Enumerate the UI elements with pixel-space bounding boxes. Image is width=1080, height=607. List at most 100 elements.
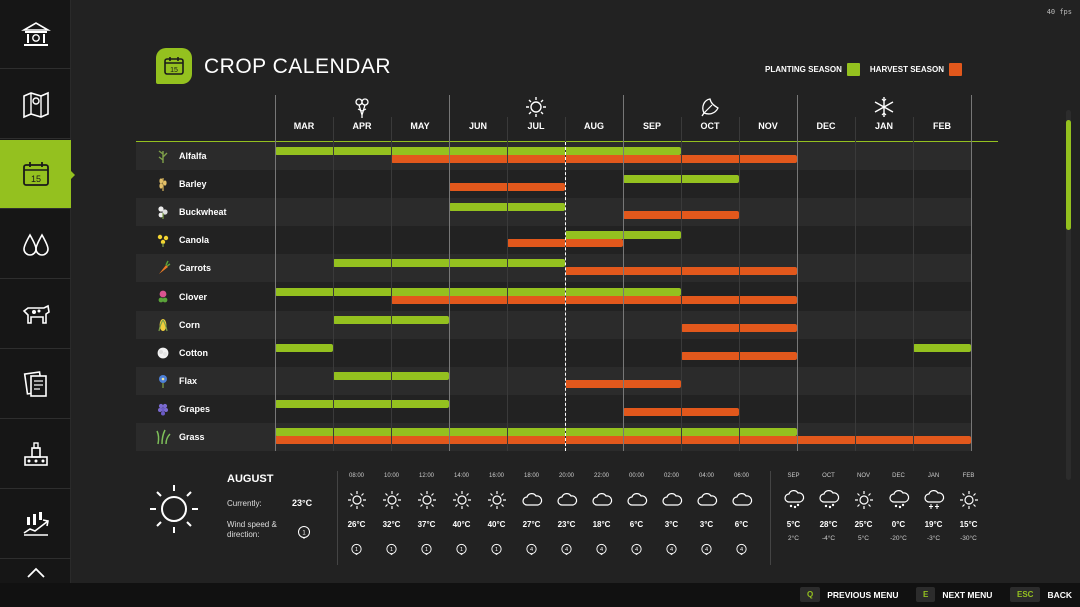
sidebar-item-contracts[interactable] (0, 350, 71, 419)
crop-row[interactable]: Carrots (136, 254, 972, 283)
svg-text:15: 15 (30, 174, 40, 184)
month-label: MAR (293, 121, 315, 131)
crop-row[interactable]: Clover (136, 283, 972, 311)
svg-text:4: 4 (565, 547, 568, 553)
crop-name: Buckwheat (179, 207, 227, 218)
sun-icon (854, 491, 873, 509)
crop-row[interactable]: Flax (136, 366, 972, 395)
month-label: JUL (527, 121, 545, 131)
sidebar-item-more[interactable] (0, 560, 71, 584)
sidebar-item-bank[interactable] (0, 0, 71, 69)
svg-text:1: 1 (425, 547, 428, 553)
sun-icon (452, 491, 471, 509)
crop-name: Carrots (179, 263, 212, 274)
svg-text:1: 1 (355, 547, 358, 553)
wind-direction-icon: 1 (298, 526, 310, 539)
month-label: AUG (584, 121, 604, 131)
month-divider (739, 117, 740, 451)
canola-icon (157, 235, 169, 248)
forecast-low: 5°C (858, 535, 869, 542)
forecast-temp: 3°C (699, 520, 714, 529)
scrollbar-thumb[interactable] (1066, 120, 1071, 230)
forecast-time: 22:00 (593, 473, 609, 479)
hourly-forecast-item: 20:00 23°C 4 (549, 473, 584, 561)
forecast-high: 28°C (819, 520, 838, 529)
forecast-high: 25°C (854, 520, 873, 529)
sidebar-item-cow[interactable] (0, 280, 71, 349)
footer-label: BACK (1047, 589, 1073, 600)
wind-direction-icon: 1 (491, 543, 502, 556)
forecast-temp: 18°C (592, 520, 611, 529)
crop-name: Alfalfa (179, 151, 207, 161)
hourly-forecast-item: 02:00 3°C 4 (654, 473, 689, 561)
scrollbar-track[interactable] (1066, 110, 1071, 480)
month-label: APR (352, 121, 372, 131)
water-drops-icon (22, 233, 49, 256)
crop-row[interactable]: Grapes (136, 395, 972, 423)
hail-icon (783, 490, 804, 509)
sidebar-item-water-drops[interactable] (0, 210, 71, 279)
forecast-low: -4°C (821, 535, 836, 542)
buckwheat-icon (158, 206, 168, 220)
hourly-forecast-item: 18:00 27°C 4 (514, 473, 549, 561)
wind-direction-icon: 1 (456, 543, 467, 556)
footer-back-button[interactable]: ESC BACK (1010, 587, 1072, 602)
forecast-temp: 40°C (452, 520, 471, 529)
month-divider (275, 95, 276, 451)
crop-row[interactable]: Buckwheat (136, 198, 972, 227)
forecast-low: -20°C (890, 535, 907, 542)
forecast-temp: 3°C (664, 520, 679, 529)
wind-direction-icon: 1 (421, 543, 432, 556)
forecast-high: 0°C (891, 520, 906, 529)
footer-previous-menu-button[interactable]: Q PREVIOUS MENU (800, 587, 899, 602)
barley-icon (159, 178, 167, 192)
crop-row[interactable]: Corn (136, 310, 972, 339)
svg-text:4: 4 (740, 547, 743, 553)
legend: PLANTING SEASON HARVEST SEASON (765, 63, 972, 76)
monthly-forecast-item: DEC 0°C -20°C (881, 473, 916, 542)
hail-icon (888, 490, 909, 509)
sun-icon (959, 491, 978, 509)
sun-icon (382, 491, 401, 509)
forecast-time: 20:00 (558, 473, 574, 479)
wind-direction-icon: 4 (631, 543, 642, 556)
crop-name: Barley (179, 179, 207, 190)
cloud-icon (521, 493, 542, 506)
finance-icon (23, 512, 49, 536)
cloud-icon (696, 493, 717, 506)
alfalfa-icon (158, 150, 168, 163)
hourly-forecast-item: 12:00 37°C 1 (409, 473, 444, 561)
crop-name: Canola (179, 235, 210, 246)
sidebar-item-map[interactable] (0, 70, 71, 139)
map-icon (22, 91, 49, 119)
sidebar-item-production[interactable] (0, 420, 71, 489)
cloud-icon (591, 493, 612, 506)
currently-label: Currently: (227, 499, 262, 508)
forecast-low: -3°C (926, 535, 941, 542)
hourly-forecast-item: 22:00 18°C 4 (584, 473, 619, 561)
wind-direction-icon: 1 (351, 543, 362, 556)
planting-bar (275, 343, 333, 352)
crop-row[interactable]: Grass (136, 423, 972, 451)
month-divider (333, 117, 334, 451)
wind-direction-icon: 4 (736, 543, 747, 556)
footer-next-menu-button[interactable]: E NEXT MENU (916, 587, 992, 602)
sidebar-item-calendar[interactable]: 15 (0, 140, 75, 209)
planting-bar (275, 287, 681, 296)
crop-row[interactable]: Canola (136, 226, 972, 254)
crop-row[interactable]: Barley (136, 170, 972, 198)
grass-icon (156, 429, 171, 445)
wind-direction-icon: 4 (666, 543, 677, 556)
sun-icon (417, 491, 436, 509)
planting-bar (275, 428, 797, 436)
footer-label: PREVIOUS MENU (827, 589, 899, 600)
forecast-time: 08:00 (348, 473, 364, 479)
crop-row[interactable]: Alfalfa (136, 142, 972, 170)
forecast-time: 12:00 (418, 473, 434, 479)
crop-row[interactable]: Cotton (136, 339, 972, 367)
corn-icon (158, 318, 168, 331)
forecast-month: JAN (927, 473, 940, 479)
sidebar-item-finance[interactable] (0, 490, 71, 559)
legend-planting-label: PLANTING SEASON (765, 65, 842, 74)
bank-icon (20, 22, 51, 46)
